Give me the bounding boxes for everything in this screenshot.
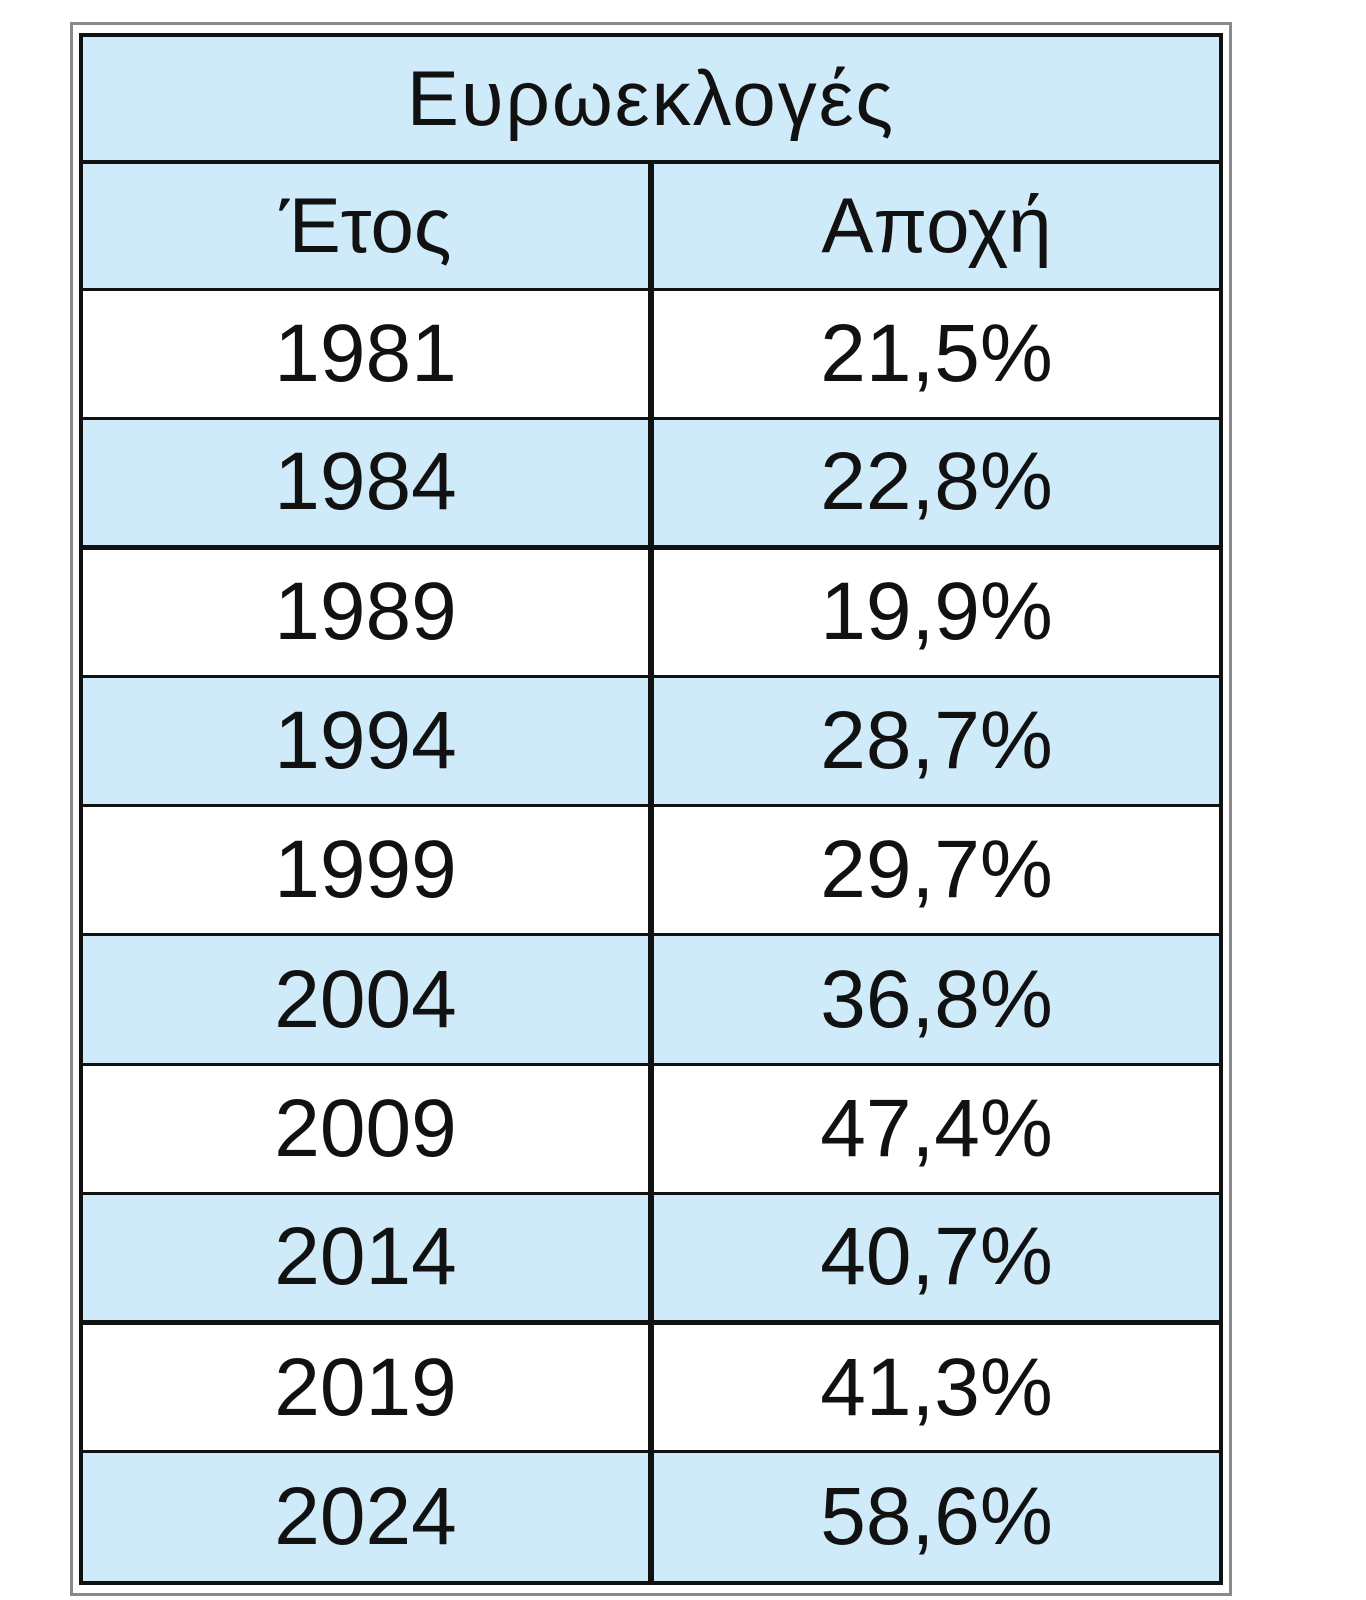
abstention-cell: 28,7% [651, 676, 1219, 808]
header-row: Έτος Αποχή [83, 162, 1219, 291]
table-row: 2024 58,6% [83, 1451, 1219, 1581]
table-row: 2014 40,7% [83, 1193, 1219, 1326]
table-row: 1984 22,8% [83, 418, 1219, 550]
abstention-cell: 40,7% [651, 1193, 1219, 1326]
title-row: Ευρωεκλογές [83, 37, 1219, 164]
year-cell: 1999 [83, 805, 654, 937]
abstention-cell: 41,3% [651, 1322, 1219, 1454]
table-row: 2009 47,4% [83, 1064, 1219, 1195]
abstention-cell: 36,8% [651, 934, 1219, 1066]
year-cell: 2014 [83, 1193, 654, 1326]
year-cell: 2024 [83, 1451, 654, 1581]
year-cell: 1994 [83, 676, 654, 808]
table-outer-frame: Ευρωεκλογές Έτος Αποχή 1981 21,5% 1984 22,8… [70, 22, 1232, 1596]
year-cell: 2019 [83, 1322, 654, 1454]
abstention-cell: 29,7% [651, 805, 1219, 937]
table-row: 1994 28,7% [83, 676, 1219, 808]
year-cell: 2004 [83, 934, 654, 1066]
table-row: 2019 41,3% [83, 1322, 1219, 1454]
year-cell: 1984 [83, 418, 654, 550]
abstention-cell: 47,4% [651, 1064, 1219, 1195]
table-inner-frame: Ευρωεκλογές Έτος Αποχή 1981 21,5% 1984 22,8… [79, 33, 1223, 1585]
table-row: 2004 36,8% [83, 934, 1219, 1066]
table-body: 1981 21,5% 1984 22,8% 1989 19,9% 1994 28,7% 1999… [83, 289, 1219, 1581]
column-header-year: Έτος [83, 162, 654, 291]
abstention-cell: 22,8% [651, 418, 1219, 550]
abstention-cell: 58,6% [651, 1451, 1219, 1581]
abstention-table: Ευρωεκλογές Έτος Αποχή 1981 21,5% 1984 22,8… [83, 37, 1219, 1581]
table-title: Ευρωεκλογές [83, 37, 1219, 164]
year-cell: 2009 [83, 1064, 654, 1195]
year-cell: 1981 [83, 289, 654, 420]
table-row: 1989 19,9% [83, 547, 1219, 679]
abstention-cell: 21,5% [651, 289, 1219, 420]
column-header-abstention: Αποχή [651, 162, 1219, 291]
abstention-cell: 19,9% [651, 547, 1219, 679]
table-row: 1999 29,7% [83, 805, 1219, 937]
year-cell: 1989 [83, 547, 654, 679]
table-row: 1981 21,5% [83, 289, 1219, 420]
